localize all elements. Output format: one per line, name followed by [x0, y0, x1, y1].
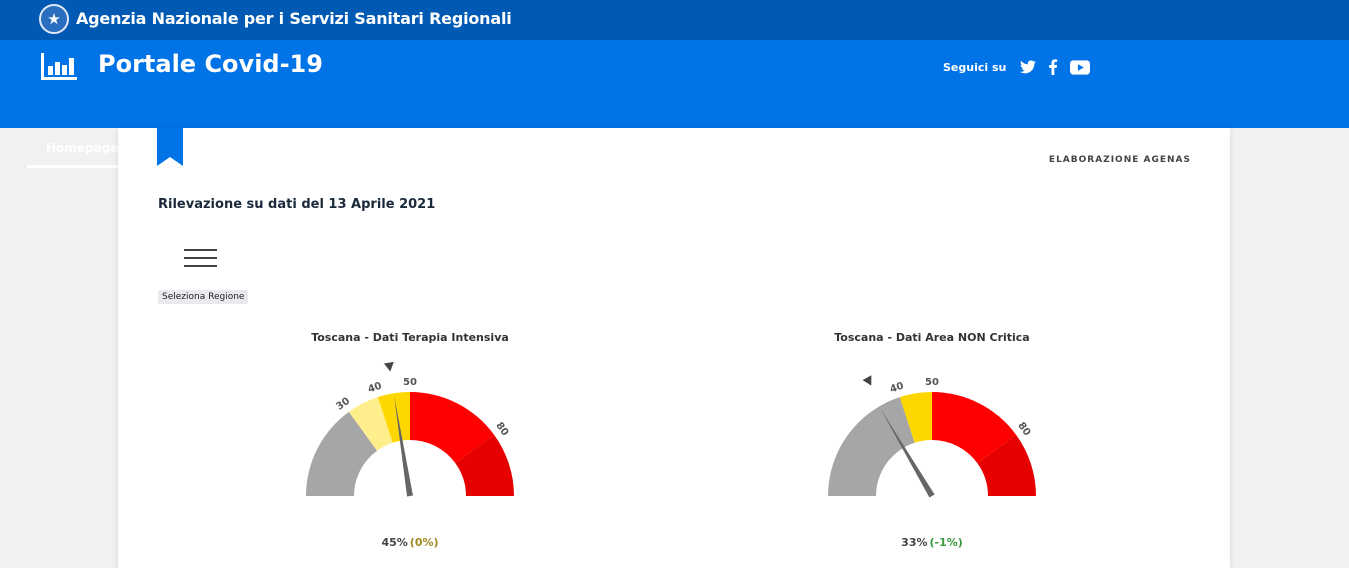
dashboard-card: ELABORAZIONE AGENAS Rilevazione su dati … — [118, 128, 1230, 568]
gauge-delta: (0%) — [409, 536, 439, 549]
gauge-value: 45% (0%) — [381, 536, 438, 549]
bookmark-ribbon-icon — [157, 128, 183, 166]
gauge-band — [377, 392, 410, 443]
gauge-tick-label: 50 — [925, 377, 939, 388]
nav-item-label: Homepage — [46, 141, 119, 155]
gauge-tick-label: 80 — [493, 420, 510, 438]
gauge-percentage: 45% — [381, 536, 408, 549]
nav-item-homepage[interactable]: Homepage — [27, 128, 124, 168]
gauge-needle — [880, 408, 935, 498]
gauge-band — [828, 397, 915, 496]
gauge-tick-label: 40 — [367, 381, 384, 396]
italian-republic-emblem-icon — [39, 4, 69, 34]
gauge-title: Toscana - Dati Area NON Critica — [834, 331, 1030, 344]
portal-title[interactable]: Portale Covid-19 — [98, 50, 323, 78]
previous-value-marker — [383, 361, 394, 372]
gauge-title: Toscana - Dati Terapia Intensiva — [311, 331, 509, 344]
gauge-chart: 30 40 50 80 — [306, 361, 514, 497]
gauge-tick-label: 80 — [1015, 420, 1032, 438]
gauge-needle — [394, 395, 413, 497]
gauge-tick-label: 30 — [334, 396, 352, 413]
survey-date-heading: Rilevazione su dati del 13 Aprile 2021 — [158, 197, 436, 212]
gauge-tick-label: 40 — [889, 381, 906, 396]
gauge-band — [410, 392, 495, 464]
top-bar: Agenzia Nazionale per i Servizi Sanitari… — [0, 0, 1349, 40]
agency-name[interactable]: Agenzia Nazionale per i Servizi Sanitari… — [76, 9, 512, 28]
bar-chart-logo-icon[interactable] — [39, 52, 78, 82]
select-region-button[interactable]: Seleziona Regione — [158, 290, 249, 304]
source-label: ELABORAZIONE AGENAS — [1048, 155, 1191, 165]
gauge-band — [348, 397, 393, 451]
social-label: Seguici su — [943, 60, 1007, 74]
gauge-band — [932, 392, 1017, 464]
gauge-band — [455, 434, 514, 496]
gauge-band — [977, 434, 1036, 496]
hamburger-menu-button[interactable] — [184, 249, 217, 267]
gauge-band — [306, 411, 378, 496]
twitter-icon[interactable] — [1020, 60, 1037, 74]
social-links: Seguici su — [943, 58, 1091, 76]
previous-value-marker — [862, 375, 872, 386]
youtube-icon[interactable] — [1070, 59, 1091, 75]
site-header: Portale Covid-19 Seguici su HomepageMoni… — [0, 40, 1349, 168]
gauge-percentage: 33% — [901, 536, 928, 549]
gauge-value: 33% (-1%) — [901, 536, 963, 549]
gauge-delta: (-1%) — [929, 536, 963, 549]
gauge-chart: 40 50 80 — [828, 375, 1036, 498]
gauge-band — [899, 392, 932, 443]
gauge-tick-label: 50 — [403, 377, 417, 388]
facebook-icon[interactable] — [1048, 59, 1058, 75]
